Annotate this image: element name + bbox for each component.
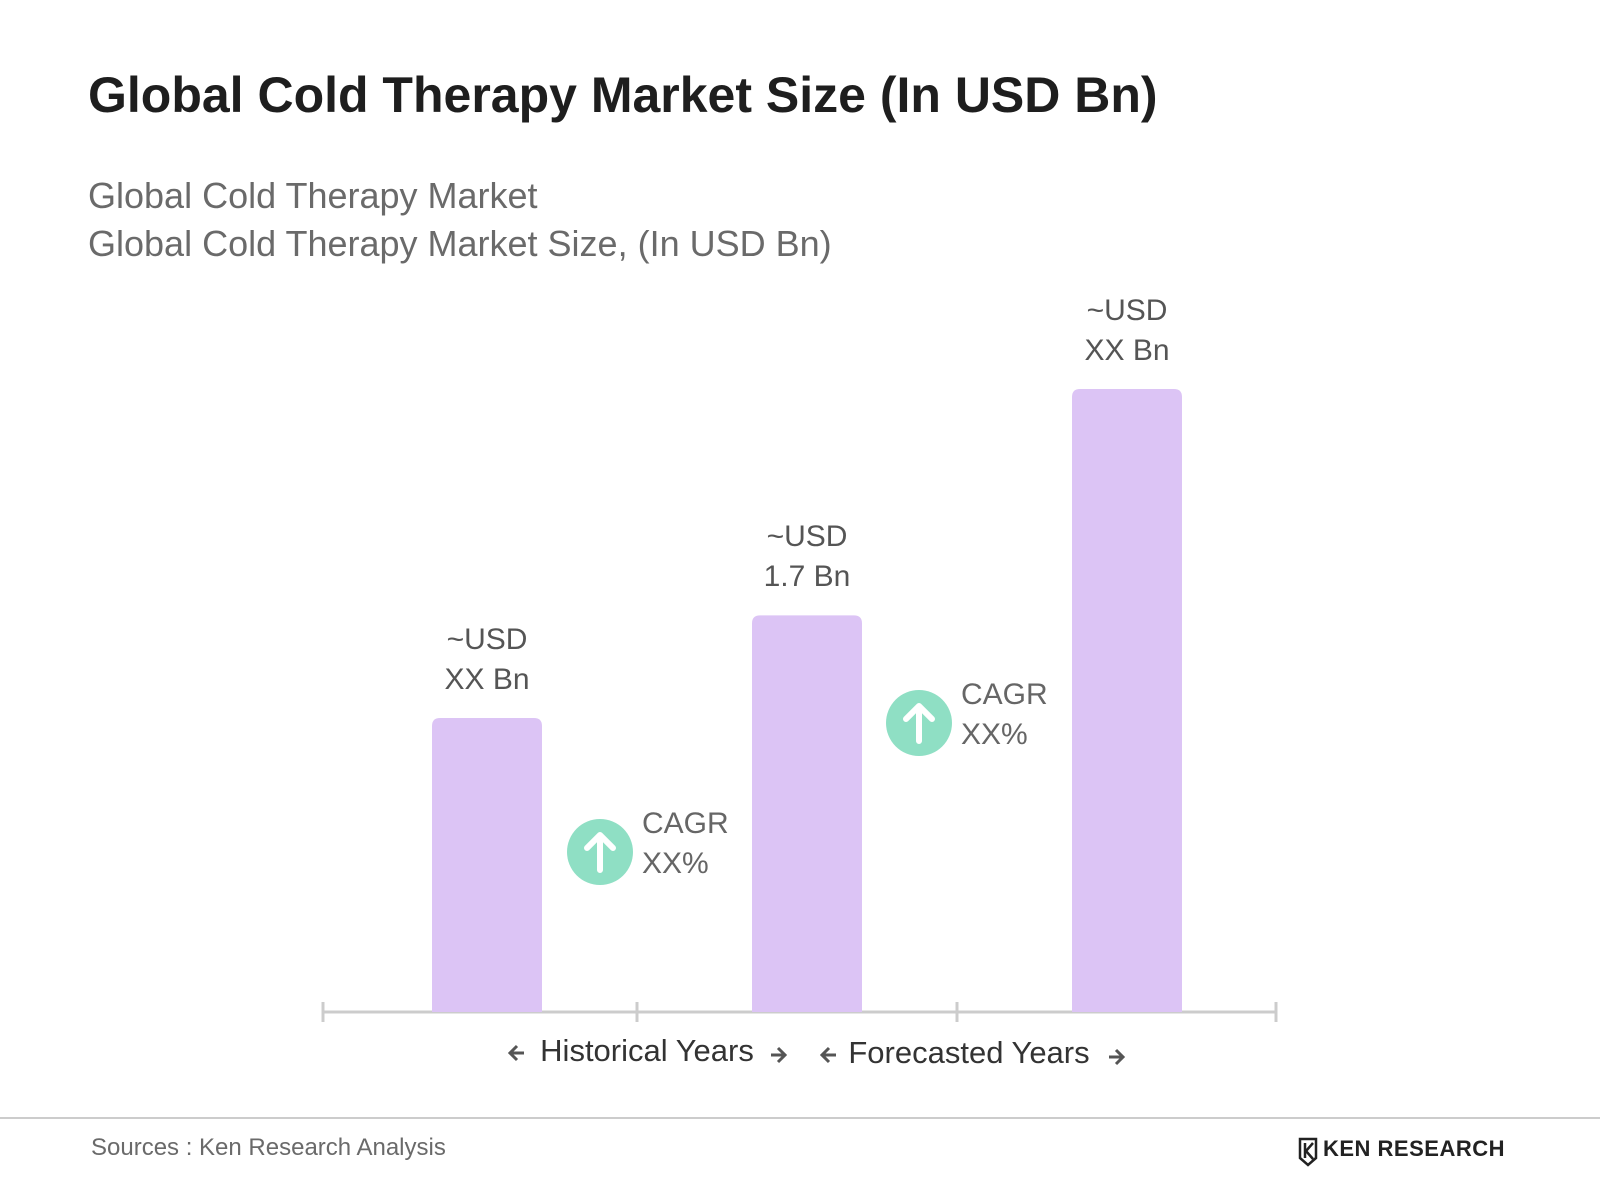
cagr-label: CAGR XX% [642,807,729,880]
cagr-label: CAGR XX% [961,678,1048,751]
chart-title: Global Cold Therapy Market Size (In USD … [88,67,1158,123]
data-label: ~USD XX Bn [444,623,530,696]
bar [432,718,542,1012]
data-label: ~USD XX Bn [1084,294,1170,367]
subtitle: Global Cold Therapy Market [88,175,538,216]
source: Sources : Ken Research Analysis [91,1134,446,1161]
period-label: Forecasted Years [848,1035,1090,1070]
cagr-arrow [903,703,935,744]
brand: KEN RESEARCH [1322,1136,1505,1161]
bar [752,615,862,1012]
subtitle: Global Cold Therapy Market Size, (In USD… [88,223,832,264]
brand-icon [1298,1137,1318,1167]
data-label: ~USD 1.7 Bn [763,520,851,594]
period-arrows [507,1044,1126,1066]
period-label: Historical Years [540,1033,754,1068]
period-separators [321,1002,1278,1022]
bar [1072,389,1182,1012]
cagr-arrow [584,832,616,873]
